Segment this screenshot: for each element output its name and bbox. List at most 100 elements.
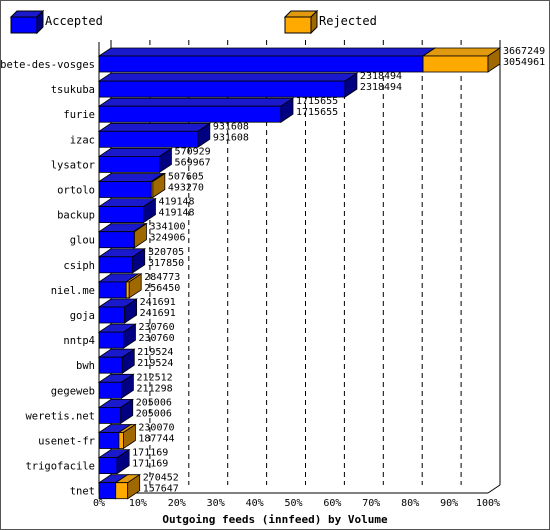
data-label-offered: 284773	[144, 272, 180, 283]
x-tick-labels: 0% 10% 20% 30% 40% 50% 60% 70% 80% 90% 100%	[93, 498, 500, 509]
data-label-offered: 507605	[168, 172, 204, 183]
bar-accepted-backup	[97, 197, 157, 224]
bar-rejected-usenet-fr-front	[118, 432, 124, 449]
category-label: gegeweb	[51, 385, 95, 397]
bar-accepted-izac-side	[197, 122, 211, 149]
category-label: ortolo	[57, 185, 95, 197]
bar-accepted-izac-front	[98, 130, 199, 148]
bar-rejected-tnet	[114, 473, 142, 500]
bar-accepted-bete-des-vosges-front	[98, 55, 424, 73]
category-label: tnet	[70, 486, 95, 498]
x-axis-label: Outgoing feeds (innfeed) by Volume	[162, 513, 388, 526]
bar-accepted-tsukuba-front	[98, 80, 346, 98]
data-label-accepted: 171169	[132, 459, 168, 470]
bar-accepted-gegeweb	[97, 373, 135, 400]
bar-rejected-niel-me	[124, 273, 143, 299]
data-label-offered: 241691	[140, 297, 176, 308]
bar-accepted-gegeweb-side	[121, 373, 134, 400]
bar-accepted-bwh-side	[121, 348, 135, 374]
category-label: weretis.net	[25, 410, 95, 422]
data-label-accepted: 157647	[143, 484, 179, 495]
bars	[97, 47, 502, 500]
bar-accepted-nntp4-front	[98, 331, 124, 349]
bar-accepted-csiph-front	[98, 256, 134, 274]
bar-rejected-glou	[132, 222, 148, 249]
x-tick-label: 100%	[476, 498, 500, 509]
bar-accepted-tsukuba-top	[97, 72, 359, 82]
bar-accepted-gegeweb-front	[98, 381, 122, 399]
x-tick-label: 20%	[168, 498, 186, 509]
bar-accepted-weretis-net-front	[98, 406, 122, 424]
bar-accepted-izac-top	[97, 122, 212, 132]
bar-rejected-bete-des-vosges	[421, 47, 502, 73]
bar-accepted-goja	[97, 298, 138, 324]
bar-accepted-goja-side	[124, 298, 138, 324]
category-label: usenet-fr	[38, 436, 95, 448]
x-tick-label: 60%	[323, 498, 341, 509]
data-label-offered: 334100	[149, 222, 185, 233]
data-label-accepted: 317850	[148, 258, 184, 269]
bar-accepted-tsukuba-side	[344, 72, 358, 98]
bar-accepted-usenet-fr-front	[98, 432, 120, 449]
data-label-offered: 570929	[175, 146, 211, 157]
category-label: glou	[70, 235, 95, 247]
bar-accepted-furie	[97, 97, 295, 123]
data-label-offered: 205006	[136, 397, 172, 408]
category-label: lysator	[51, 159, 95, 171]
bar-rejected-usenet-fr	[117, 423, 137, 450]
legend: Accepted Rejected	[9, 9, 377, 35]
data-label-accepted: 3054961	[503, 57, 545, 68]
bar-rejected-bete-des-vosges-side	[487, 47, 501, 73]
bar-accepted-backup-side	[143, 197, 156, 224]
data-label-offered: 270452	[143, 473, 179, 484]
data-label-offered: 419148	[158, 197, 194, 208]
data-label-accepted: 324906	[149, 233, 185, 244]
bar-rejected-ortolo	[150, 172, 167, 199]
category-label: izac	[70, 134, 95, 146]
bar-accepted-furie-side	[280, 97, 294, 123]
bar-accepted-bete-des-vosges	[97, 47, 437, 73]
bar-accepted-backup-front	[98, 206, 144, 224]
category-label: tsukuba	[51, 84, 95, 96]
bar-rejected-bete-des-vosges-top	[421, 47, 502, 57]
category-labels: bete-des-vosges tsukuba furie izac lysator or…	[1, 59, 95, 498]
bar-accepted-nntp4	[97, 323, 137, 349]
bar-accepted-bwh	[97, 348, 136, 374]
category-label: backup	[57, 210, 95, 222]
bar-accepted-nntp4-side	[123, 323, 136, 349]
bar-accepted-csiph	[97, 248, 147, 274]
category-label: bete-des-vosges	[1, 59, 95, 71]
bar-rejected-glou-side	[134, 222, 147, 249]
data-label-offered: 320705	[148, 247, 184, 258]
bar-accepted-furie-top	[97, 97, 295, 107]
bar-accepted-trigofacile-side	[116, 448, 130, 475]
x-tick-label: 70%	[362, 498, 380, 509]
bar-accepted-furie-front	[98, 105, 282, 123]
data-label-accepted: 219524	[137, 358, 173, 369]
x-tick-label: 30%	[207, 498, 225, 509]
bar-rejected-tnet-front	[115, 482, 129, 500]
bar-accepted-csiph-side	[132, 248, 146, 274]
data-label-accepted: 230760	[138, 333, 174, 344]
bar-accepted-izac	[97, 122, 212, 149]
data-label-offered: 3667249	[503, 46, 545, 57]
bar-rejected-niel-me-front	[125, 281, 130, 299]
data-label-accepted: 1715655	[296, 107, 338, 118]
bar-accepted-tsukuba	[97, 72, 359, 98]
data-label-offered: 1715655	[296, 96, 338, 107]
data-label-offered: 2318494	[360, 71, 402, 82]
data-label-accepted: 241691	[140, 308, 176, 319]
bar-rejected-niel-me-side	[128, 273, 142, 299]
bar-rejected-ortolo-side	[152, 172, 166, 199]
data-label-offered: 212512	[137, 372, 173, 383]
data-label-offered: 931608	[213, 121, 249, 132]
data-label-accepted: 187744	[138, 434, 174, 445]
data-label-offered: 230760	[138, 322, 174, 333]
bar-accepted-lysator-front	[98, 155, 160, 173]
data-label-accepted: 256450	[144, 283, 180, 294]
bar-accepted-glou-front	[98, 231, 134, 249]
x-tick-label: 90%	[440, 498, 458, 509]
